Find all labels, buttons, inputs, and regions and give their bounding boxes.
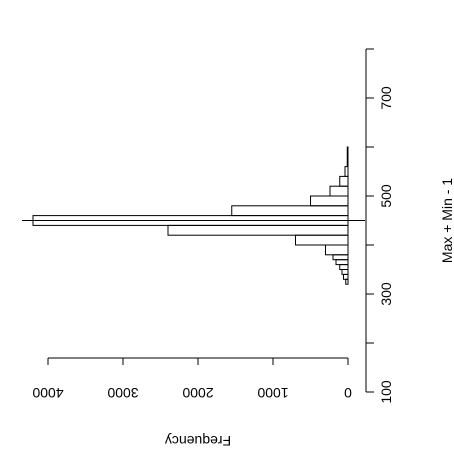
histogram-bar [231, 205, 349, 217]
histogram-bar [339, 264, 349, 271]
histogram-bar [344, 166, 349, 177]
histogram-bar [325, 244, 349, 256]
histogram-bar [335, 259, 349, 266]
value-tick-label: 100 [378, 380, 394, 404]
y-axis-label: Max + Min - 1 [439, 178, 454, 263]
ticks-layer: 0 1000 2000 3000 4000 100 300 500 700 [32, 48, 394, 404]
frequency-tick-label: 2000 [182, 385, 213, 401]
histogram-bar [343, 273, 349, 280]
bars-layer [32, 146, 349, 285]
frequency-tick-label: 4000 [32, 385, 63, 401]
histogram-bar [339, 175, 349, 187]
value-tick-label: 500 [378, 184, 394, 208]
histogram-bar [346, 146, 349, 168]
frequency-tick-label: 3000 [107, 385, 138, 401]
frequency-tick-label: 0 [344, 385, 352, 401]
frequency-tick-label: 1000 [257, 385, 288, 401]
histogram-bar [295, 234, 349, 246]
value-tick-label: 700 [378, 86, 394, 110]
histogram-bar [345, 278, 349, 285]
histogram-bar [329, 185, 349, 197]
histogram-bar [310, 195, 349, 207]
histogram-bar [341, 269, 349, 275]
value-tick-label: 300 [378, 282, 394, 306]
histogram-bar [332, 254, 349, 261]
x-axis-label: Frequency [165, 433, 231, 449]
histogram-bar [167, 224, 349, 236]
